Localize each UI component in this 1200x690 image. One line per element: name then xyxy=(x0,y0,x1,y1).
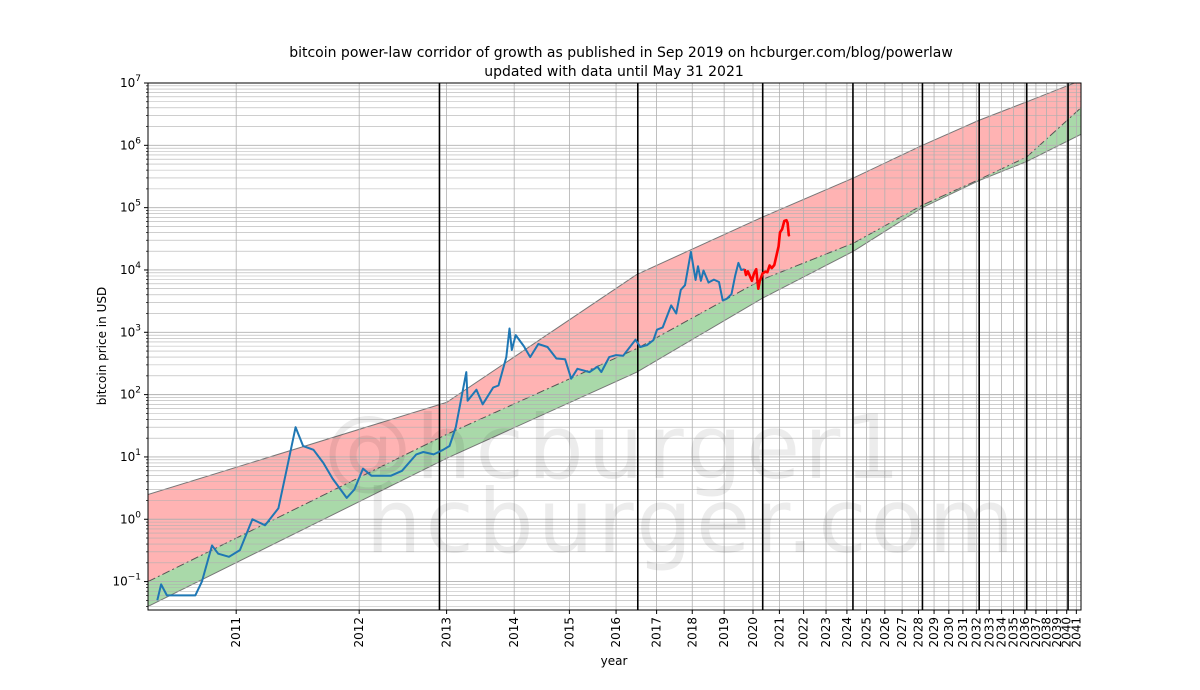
chart-title: bitcoin power-law corridor of growth as … xyxy=(289,45,953,61)
chart-subtitle: updated with data until May 31 2021 xyxy=(484,64,744,80)
watermark-line-1: @hcburger1 xyxy=(324,396,905,499)
x-tick-label: 2013 xyxy=(440,617,454,648)
x-tick-label: 2029 xyxy=(927,617,941,648)
axes-layer: 10−1 100 101 102 103 104 105 106 107 2011 2012 2013… xyxy=(112,74,1083,648)
plot-frame xyxy=(147,82,1082,611)
x-tick-label: 2021 xyxy=(772,617,786,648)
x-tick-label: 2026 xyxy=(878,617,892,648)
x-tick-label: 2025 xyxy=(860,617,874,648)
y-tick-label: 103 xyxy=(120,323,141,339)
x-tick-label: 2038 xyxy=(1040,617,1054,648)
x-tick-label: 2035 xyxy=(1007,617,1021,648)
y-axis-label: bitcoin price in USD xyxy=(95,287,109,405)
x-tick-label: 2019 xyxy=(717,617,731,648)
x-tick-label: 2028 xyxy=(912,617,926,648)
x-tick-label: 2032 xyxy=(969,617,983,648)
y-tick-label: 104 xyxy=(120,261,141,277)
price-series-post-publication xyxy=(743,218,791,291)
corridor-center-line xyxy=(148,107,1081,583)
x-tick-label: 2034 xyxy=(995,617,1009,648)
x-tick-label: 2014 xyxy=(507,617,521,648)
y-tick-label: 101 xyxy=(120,448,141,464)
x-tick-label: 2011 xyxy=(229,617,243,648)
x-tick-label: 2027 xyxy=(895,617,909,648)
x-axis-label: year xyxy=(601,654,628,668)
y-tick-label: 105 xyxy=(120,199,141,215)
x-tick-label: 2033 xyxy=(982,617,996,648)
x-tick-label: 2039 xyxy=(1050,617,1064,648)
x-tick-label: 2030 xyxy=(942,617,956,648)
x-tick-label: 2020 xyxy=(746,617,760,648)
x-tick-label: 2023 xyxy=(819,617,833,648)
x-tick-label: 2041 xyxy=(1069,617,1083,648)
y-tick-label: 10−1 xyxy=(112,573,141,589)
x-tick-label: 2016 xyxy=(609,617,623,648)
x-tick-label: 2018 xyxy=(685,617,699,648)
x-tick-label: 2040 xyxy=(1060,617,1074,648)
y-tick-label: 106 xyxy=(120,136,141,152)
watermark-line-2: hcburger.com xyxy=(366,470,1018,573)
x-tick-label: 2012 xyxy=(352,617,366,648)
x-tick-label: 2031 xyxy=(956,617,970,648)
x-tick-label: 2024 xyxy=(840,617,854,648)
y-tick-label: 107 xyxy=(120,74,141,90)
y-tick-label: 100 xyxy=(120,510,141,526)
x-tick-label: 2022 xyxy=(797,617,811,648)
x-tick-label: 2037 xyxy=(1029,617,1043,648)
x-tick-label: 2036 xyxy=(1018,617,1032,648)
x-tick-label: 2017 xyxy=(650,617,664,648)
y-tick-label: 102 xyxy=(120,386,141,402)
x-tick-label: 2015 xyxy=(562,617,576,648)
price-series-historical xyxy=(156,250,745,601)
